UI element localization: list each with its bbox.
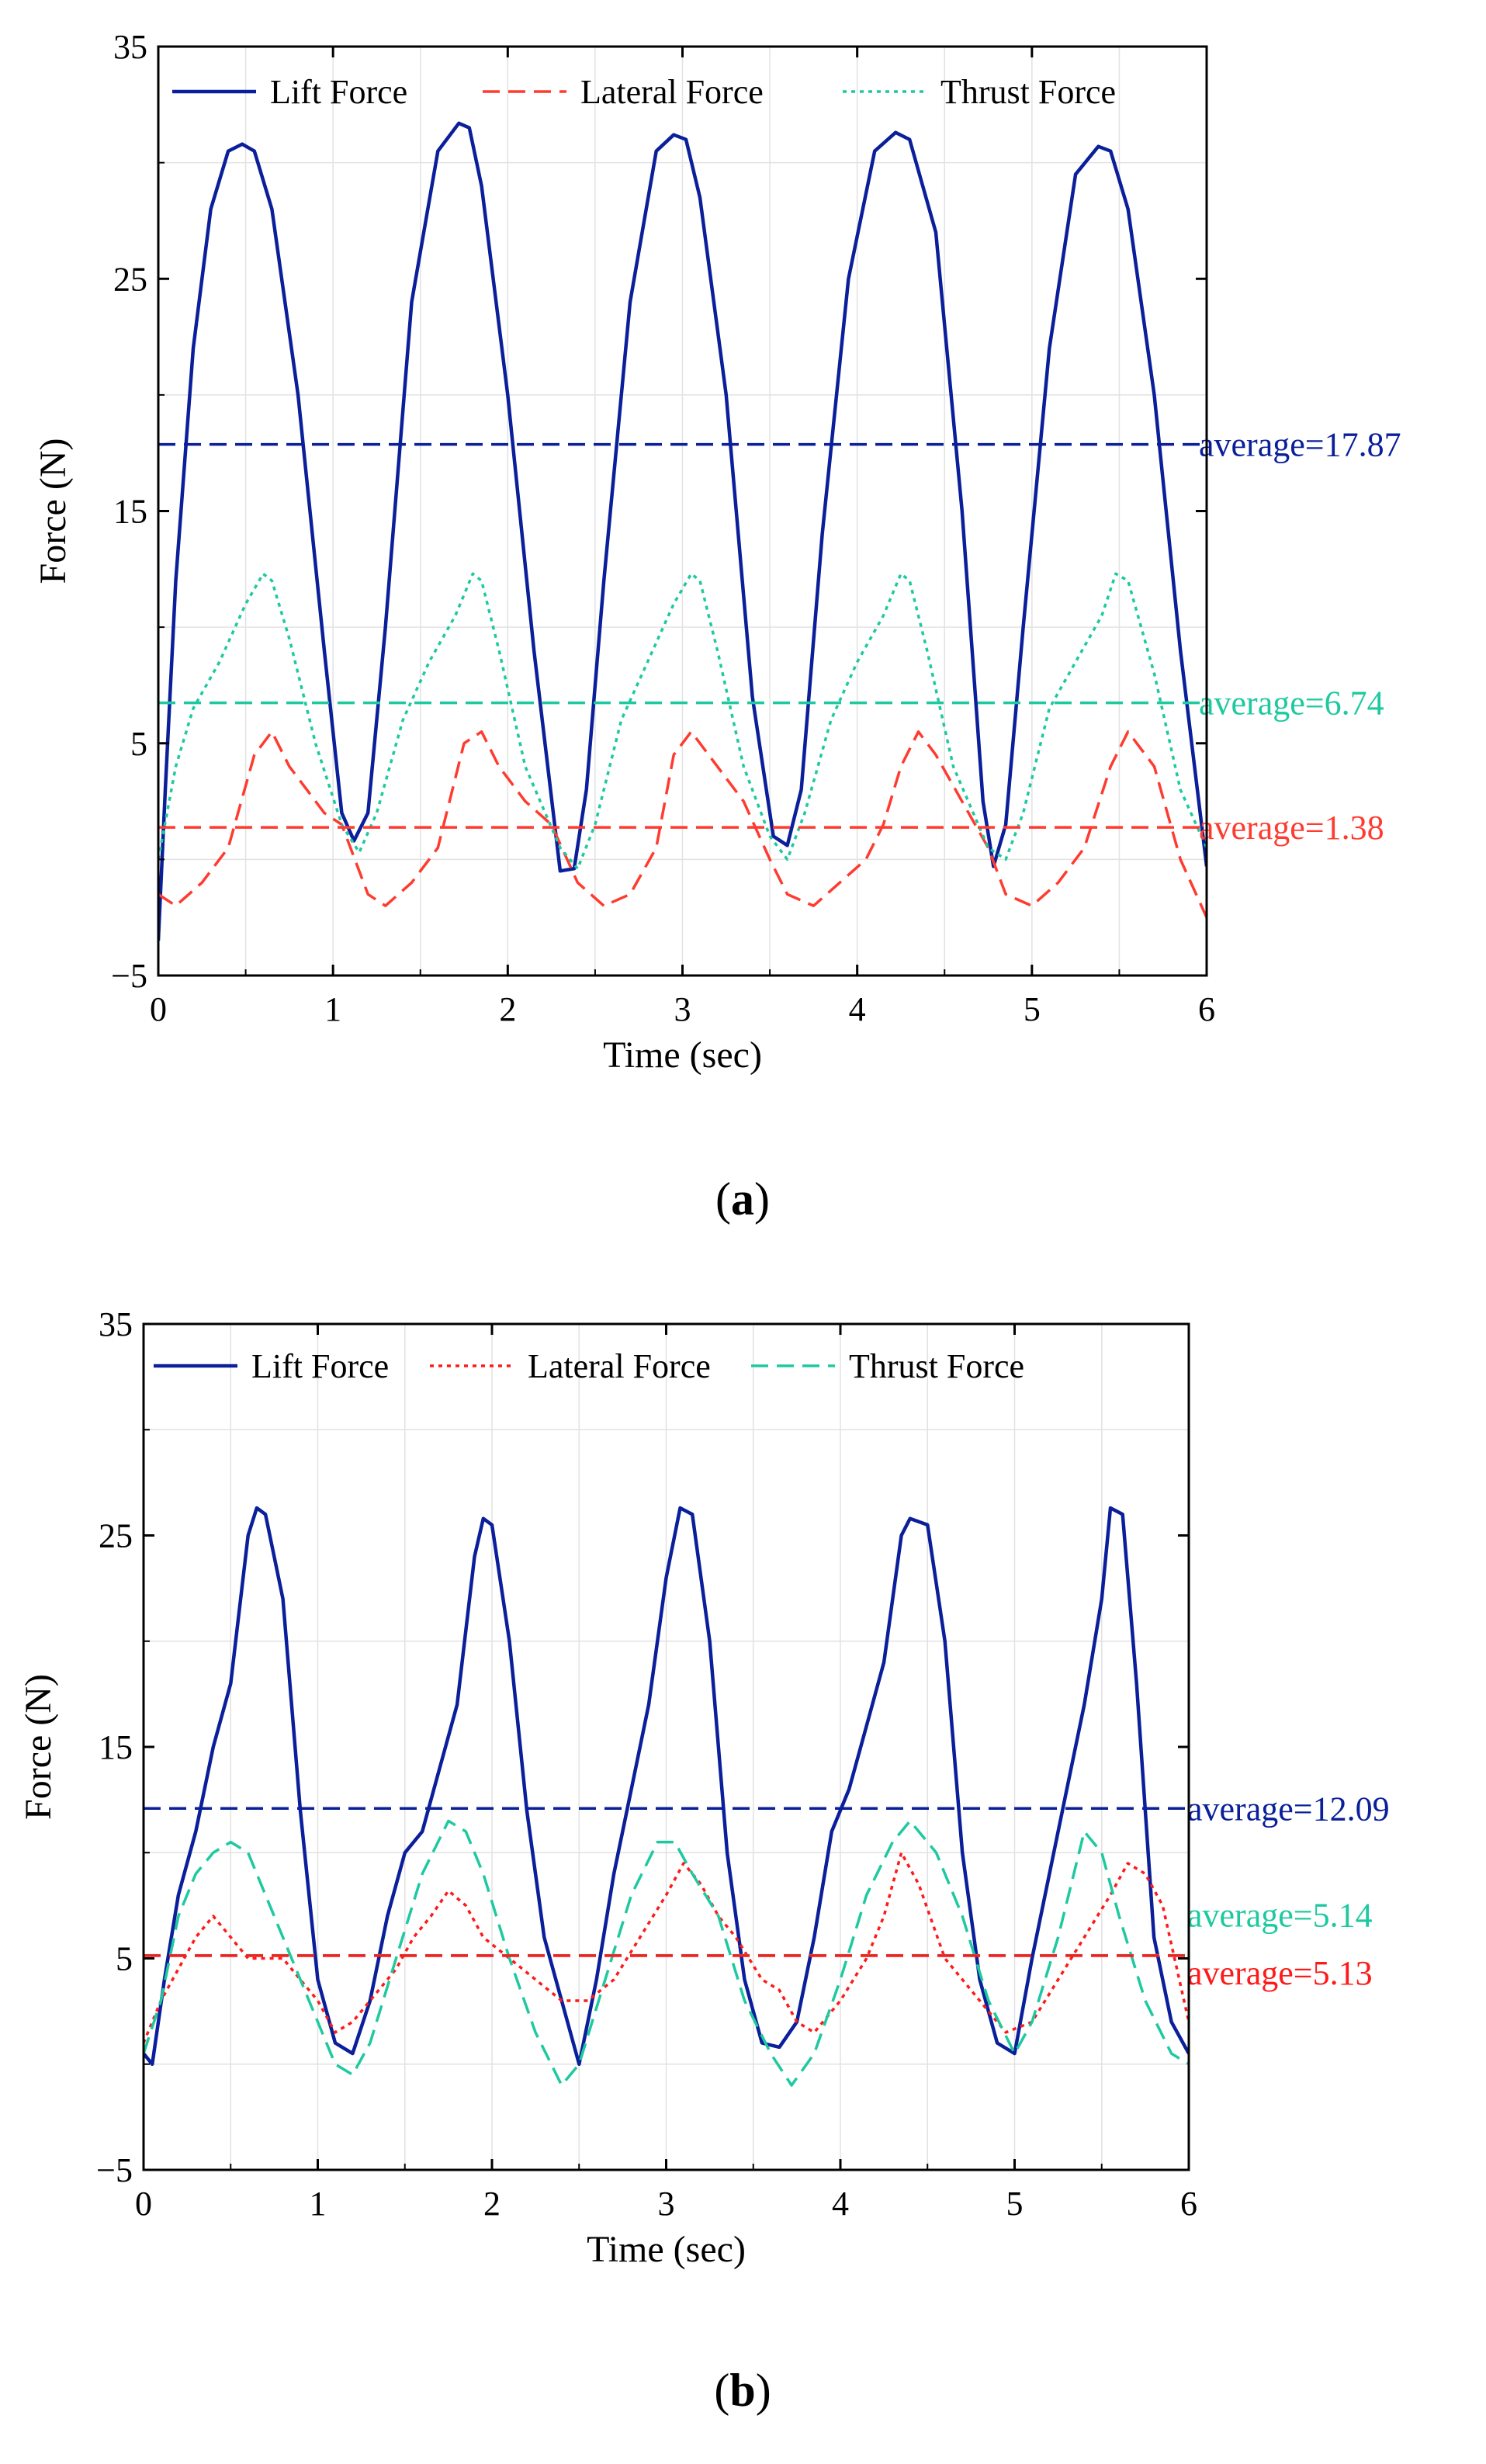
chart-panel-a: average=17.87 average=6.74 average=1.38 0 1 2… bbox=[33, 28, 1401, 1225]
caption-open-paren: ( bbox=[714, 2365, 729, 2416]
x-tick-label: 5 bbox=[1024, 990, 1041, 1028]
panel-caption: (a) bbox=[715, 1173, 770, 1225]
legend: Lift Force Lateral Force Thrust Force bbox=[172, 73, 1116, 111]
y-tick-label: 35 bbox=[113, 28, 147, 66]
x-tick-label: 2 bbox=[499, 990, 516, 1028]
x-tick-label: 6 bbox=[1180, 2185, 1197, 2223]
average-label: average=5.13 bbox=[1187, 1954, 1373, 1992]
legend-entry: Lateral Force bbox=[580, 73, 764, 111]
average-label: average=1.38 bbox=[1199, 809, 1384, 847]
x-axis-title: Time (sec) bbox=[603, 1034, 762, 1076]
x-tick-label: 4 bbox=[849, 990, 866, 1028]
x-tick-label: 3 bbox=[658, 2185, 675, 2223]
series-line-lift-force bbox=[144, 1506, 1189, 2067]
legend-entry: Thrust Force bbox=[940, 73, 1116, 111]
y-tick-label: 15 bbox=[99, 1728, 133, 1766]
y-tick-label: 25 bbox=[113, 260, 147, 298]
y-tick-label: 15 bbox=[113, 493, 147, 531]
average-label: average=5.14 bbox=[1187, 1897, 1373, 1935]
y-tick-label: 5 bbox=[130, 725, 147, 763]
x-tick-label: 1 bbox=[324, 990, 341, 1028]
x-axis-title: Time (sec) bbox=[587, 2229, 746, 2270]
series-line-lift-force bbox=[158, 121, 1207, 941]
caption-letter: b bbox=[729, 2365, 755, 2416]
x-tick-label: 4 bbox=[832, 2185, 849, 2223]
x-tick-label: 0 bbox=[150, 990, 167, 1028]
panel-caption: (b) bbox=[714, 2365, 771, 2416]
average-label: average=6.74 bbox=[1199, 684, 1384, 723]
average-label: average=17.87 bbox=[1199, 426, 1401, 464]
y-tick-label: 5 bbox=[116, 1940, 133, 1978]
x-tick-label: 5 bbox=[1006, 2185, 1024, 2223]
x-tick-label: 6 bbox=[1198, 990, 1215, 1028]
legend-entry: Thrust Force bbox=[849, 1347, 1024, 1385]
x-tick-label: 0 bbox=[135, 2185, 152, 2223]
legend-entry: Lift Force bbox=[270, 73, 407, 111]
caption-open-paren: ( bbox=[715, 1173, 731, 1225]
y-tick-label: −5 bbox=[96, 2151, 133, 2189]
caption-close-paren: ) bbox=[756, 2365, 771, 2416]
y-tick-label: 35 bbox=[99, 1305, 133, 1343]
y-axis-title: Force (N) bbox=[18, 1674, 59, 1820]
x-tick-label: 1 bbox=[310, 2185, 327, 2223]
y-tick-label: 25 bbox=[99, 1517, 133, 1555]
series-line-lateral-force bbox=[144, 1851, 1189, 2044]
series-line-lateral-force bbox=[158, 730, 1207, 918]
y-tick-label: −5 bbox=[111, 957, 147, 995]
y-axis-title: Force (N) bbox=[33, 438, 74, 584]
legend: Lift Force Lateral Force Thrust Force bbox=[154, 1347, 1024, 1385]
legend-entry: Lift Force bbox=[251, 1347, 389, 1385]
gridlines bbox=[158, 47, 1207, 976]
x-tick-label: 3 bbox=[674, 990, 691, 1028]
series-line-thrust-force bbox=[144, 1819, 1189, 2087]
legend-entry: Lateral Force bbox=[528, 1347, 711, 1385]
caption-letter: a bbox=[731, 1173, 754, 1225]
x-tick-label: 2 bbox=[483, 2185, 501, 2223]
gridlines bbox=[144, 1324, 1189, 2170]
average-label: average=12.09 bbox=[1187, 1790, 1390, 1828]
chart-panel-b: average=12.09 average=5.14 average=5.13 0 1 2… bbox=[18, 1305, 1390, 2416]
caption-close-paren: ) bbox=[754, 1173, 770, 1225]
